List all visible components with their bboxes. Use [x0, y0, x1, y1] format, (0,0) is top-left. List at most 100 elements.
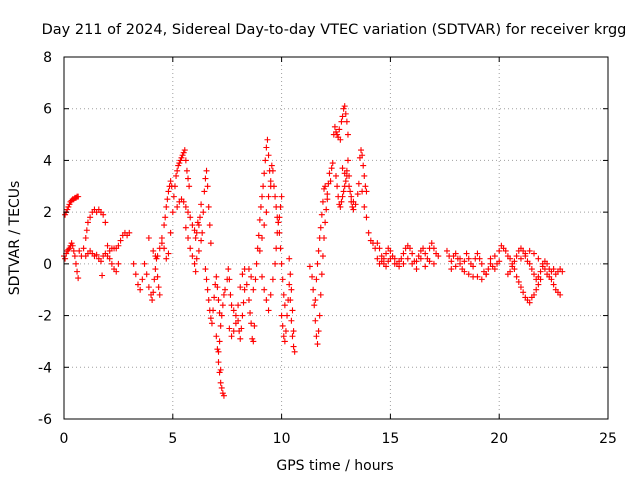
data-point	[528, 266, 535, 273]
data-point	[315, 247, 322, 254]
data-point	[314, 341, 321, 348]
data-point	[171, 183, 178, 190]
data-point	[531, 291, 538, 298]
y-axis-label: SDTVAR / TECUs	[7, 181, 23, 296]
data-point	[277, 245, 284, 252]
data-point	[204, 286, 211, 293]
data-point	[413, 266, 420, 273]
data-point	[409, 260, 416, 267]
y-tick-label: 4	[43, 153, 52, 169]
data-point	[288, 317, 295, 324]
data-point	[311, 302, 318, 309]
data-point	[359, 152, 366, 159]
data-point	[230, 307, 237, 314]
data-point	[400, 260, 407, 267]
data-point	[70, 247, 77, 254]
data-point	[195, 247, 202, 254]
grid	[64, 57, 608, 419]
data-point	[359, 188, 366, 195]
data-point	[513, 253, 520, 260]
data-point	[226, 325, 233, 332]
data-point	[526, 260, 533, 267]
data-point	[406, 245, 413, 252]
data-point	[108, 260, 115, 267]
data-point	[474, 250, 481, 257]
data-point	[342, 110, 349, 117]
data-point	[535, 255, 542, 262]
data-point	[326, 170, 333, 177]
data-point	[198, 201, 205, 208]
data-point	[323, 206, 330, 213]
data-point	[180, 198, 187, 205]
data-point	[422, 263, 429, 270]
data-point	[262, 157, 269, 164]
data-point	[281, 338, 288, 345]
data-point	[263, 297, 270, 304]
data-point	[491, 266, 498, 273]
data-point	[520, 289, 527, 296]
x-tick-label: 0	[60, 431, 69, 447]
data-point	[217, 379, 224, 386]
data-point	[270, 183, 277, 190]
data-point	[448, 258, 455, 265]
data-point	[195, 222, 202, 229]
data-point	[314, 260, 321, 267]
data-point	[137, 286, 144, 293]
data-point	[491, 253, 498, 260]
data-point	[507, 255, 514, 262]
data-point	[102, 219, 109, 226]
data-point	[276, 214, 283, 221]
data-point	[163, 255, 170, 262]
data-point	[176, 160, 183, 167]
data-point	[259, 273, 266, 280]
data-point	[245, 266, 252, 273]
data-point	[228, 333, 235, 340]
data-point	[324, 191, 331, 198]
data-point	[282, 328, 289, 335]
data-point	[214, 346, 221, 353]
data-point	[338, 118, 345, 125]
data-point	[230, 328, 237, 335]
data-point	[211, 294, 218, 301]
data-point	[287, 271, 294, 278]
data-point	[465, 271, 472, 278]
data-point	[272, 193, 279, 200]
data-point	[154, 253, 161, 260]
data-point	[82, 235, 89, 241]
data-point	[215, 297, 222, 304]
data-point	[387, 255, 394, 262]
data-point	[167, 229, 174, 236]
data-point	[248, 320, 255, 327]
data-point	[117, 237, 124, 244]
data-point	[206, 222, 213, 229]
data-point	[187, 214, 194, 221]
data-point	[321, 185, 328, 192]
data-point	[204, 183, 211, 190]
data-point	[139, 276, 146, 283]
data-point	[210, 307, 217, 314]
data-point	[182, 224, 189, 231]
y-axis-ticks: -6 -4 -2 0 2 4 6 8	[38, 50, 608, 428]
data-point	[344, 131, 351, 138]
data-point	[255, 232, 262, 239]
data-point	[343, 118, 350, 125]
data-point	[318, 271, 325, 278]
data-point	[115, 242, 122, 249]
data-point	[263, 144, 270, 151]
data-point	[145, 284, 152, 291]
data-point	[75, 193, 82, 200]
data-point	[232, 312, 239, 319]
data-point	[316, 312, 323, 319]
data-point	[113, 268, 120, 275]
data-point	[275, 219, 282, 226]
data-point	[260, 183, 267, 190]
data-point	[334, 183, 341, 190]
data-point	[322, 219, 329, 226]
data-point	[531, 271, 538, 278]
data-point	[237, 335, 244, 342]
x-axis-ticks: 0 5 10 15 20 25	[60, 57, 617, 447]
data-point	[145, 235, 152, 241]
data-point	[290, 328, 297, 335]
data-point	[164, 196, 171, 203]
data-point	[261, 222, 268, 229]
